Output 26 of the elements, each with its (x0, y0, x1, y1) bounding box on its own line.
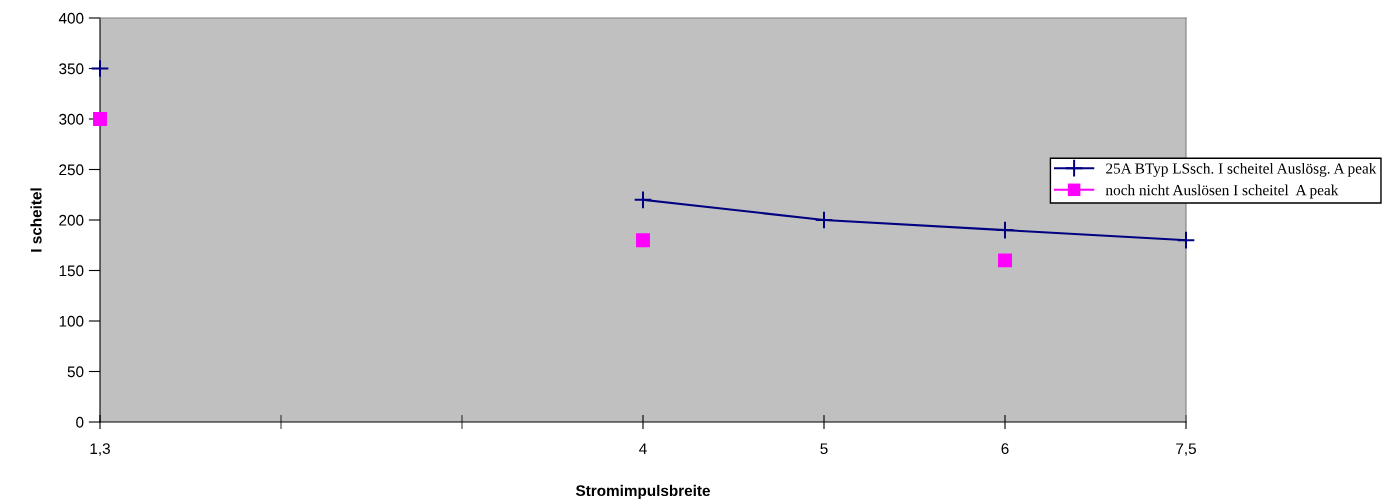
legend-label: noch nicht Auslösen I scheitel A peak (1105, 184, 1339, 199)
point (815, 211, 833, 229)
y-tick-label: 250 (59, 164, 84, 176)
x-tick-label: 7,5 (1176, 443, 1196, 456)
y-tick-label: 50 (67, 366, 84, 378)
x-tick-label: 1,3 (90, 443, 110, 456)
y-tick-label: 200 (59, 214, 84, 226)
point (998, 253, 1012, 268)
point (996, 221, 1014, 239)
point (634, 191, 652, 209)
x-axis-title: Stromimpulsbreite (575, 484, 710, 500)
point (1177, 231, 1195, 249)
point (93, 112, 107, 126)
x-tick-label: 6 (1001, 443, 1009, 455)
x-tick-label: 5 (820, 443, 828, 455)
y-tick-label: 300 (59, 113, 84, 125)
y-tick-label: 0 (76, 416, 84, 428)
y-tick-label: 350 (59, 63, 84, 75)
x-tick-label: 4 (639, 443, 647, 454)
point (91, 60, 109, 77)
y-tick-label: 400 (58, 12, 84, 24)
y-axis-title: I scheitel (30, 188, 42, 252)
y-tick-label: 150 (59, 265, 84, 277)
legend-label: 25A BTyp LSsch. I scheitel Auslösg. A peak (1106, 162, 1377, 177)
point (636, 233, 650, 248)
y-tick-label: 100 (59, 315, 84, 327)
